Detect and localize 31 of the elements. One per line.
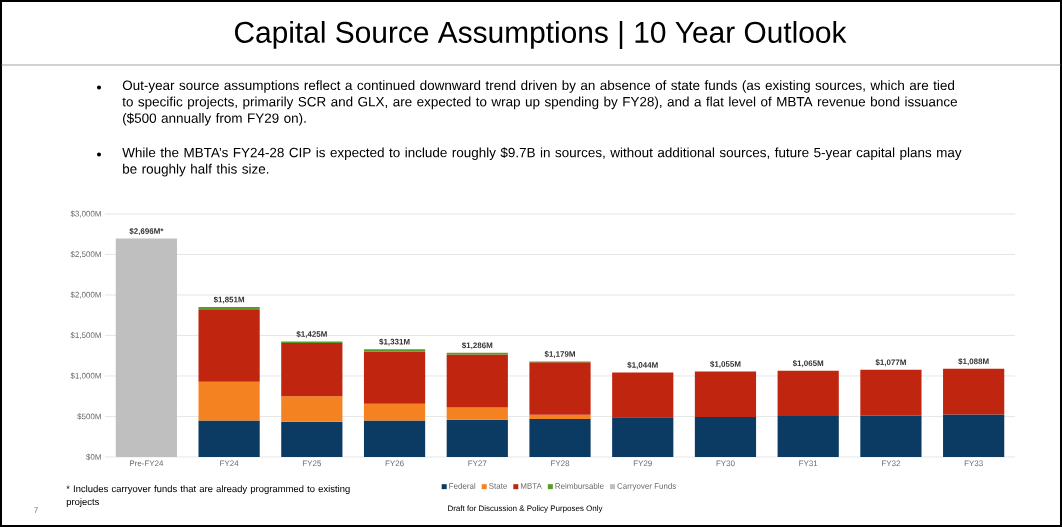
bar — [281, 343, 343, 397]
bar — [281, 396, 343, 422]
bar — [943, 414, 1005, 457]
bar — [777, 416, 839, 457]
bar — [363, 351, 426, 404]
bar — [363, 420, 426, 457]
bar — [446, 354, 508, 408]
bar — [860, 369, 922, 416]
text: * Includes carryover funds that are already programmed to existing projects — [66, 485, 350, 507]
text: While the MBTA’s FY24-28 CIP is expected to include roughly $9.7B in sources, without additional sources, future 5-year capital plans may be roughly half this size. — [122, 147, 962, 177]
text: Out-year source assumptions reflect a continued downward trend driven by an absence of state funds (as existing sources, which are tied to specific projects, primarily SCR and GLX, are expected to wrap up spending by FY28), and a flat level of MBTA revenue bond issuance ($500 annually from FY29 on). — [122, 80, 958, 126]
bar — [281, 421, 343, 457]
chart-title: Capital Source Assumptions | 10 Year Outlook — [234, 20, 847, 49]
bar — [363, 403, 426, 421]
bar — [612, 372, 674, 418]
bar — [694, 416, 757, 457]
bar — [529, 414, 591, 419]
bar — [198, 309, 260, 382]
bar — [198, 381, 260, 421]
bar — [529, 418, 591, 457]
bar — [115, 238, 177, 457]
bar — [612, 417, 674, 457]
bar — [694, 371, 757, 417]
bar — [446, 407, 508, 420]
bar — [777, 370, 839, 417]
bar — [529, 362, 591, 415]
bar — [198, 420, 260, 457]
bar — [943, 368, 1005, 415]
bar — [198, 307, 260, 310]
bar — [446, 419, 508, 457]
bar — [860, 415, 922, 457]
